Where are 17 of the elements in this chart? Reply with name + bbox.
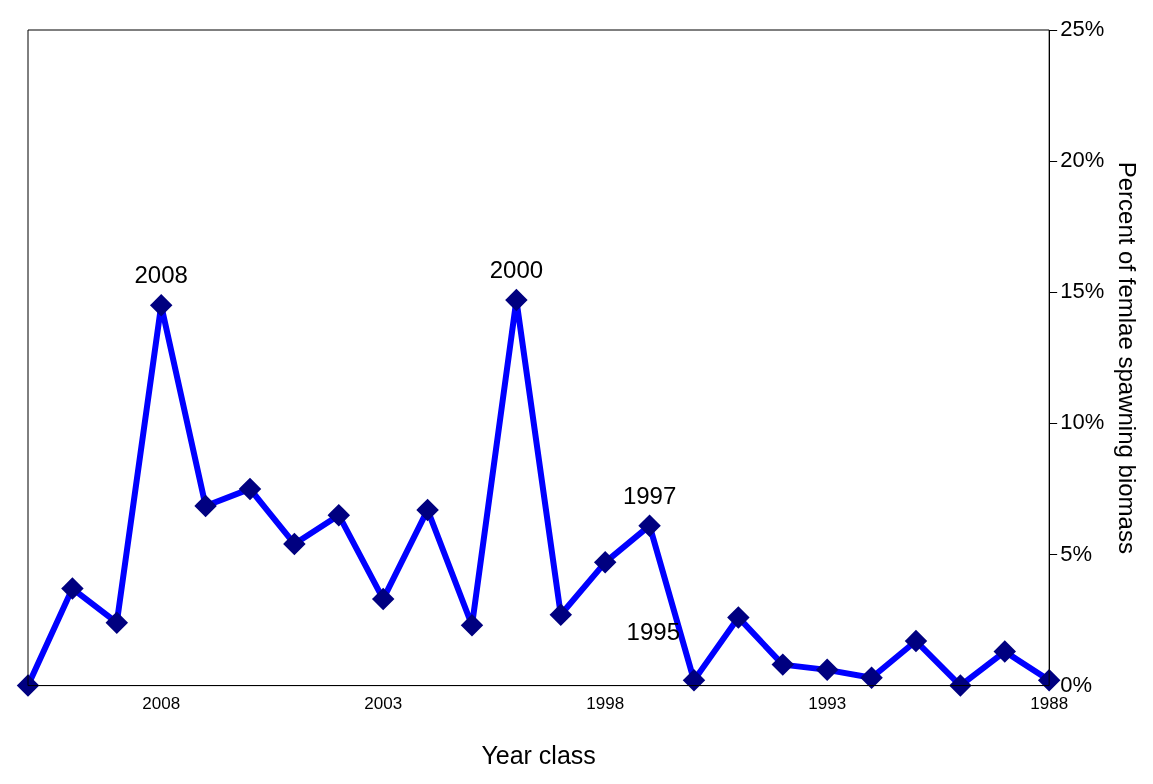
x-tick-label: 2003 [364, 694, 403, 714]
x-tick-label: 1988 [1030, 694, 1069, 714]
x-tick-label: 1998 [586, 694, 625, 714]
x-tick-label: 2008 [142, 694, 181, 714]
annotation: 2000 [489, 256, 544, 284]
annotation: 1997 [622, 481, 677, 509]
annotation: 1995 [626, 618, 680, 646]
x-tick-label: 1993 [808, 694, 847, 714]
y-tick-label: 25% [1060, 16, 1105, 42]
x-axis-title: Year class [481, 740, 596, 769]
y-tick-label: 15% [1060, 278, 1105, 304]
annotation: 2008 [134, 261, 188, 289]
y-tick-label: 0% [1060, 671, 1092, 697]
y-tick-label: 20% [1060, 147, 1105, 173]
y-axis-title: Percent of femlae spawning biomass [1113, 161, 1141, 554]
y-tick-label: 5% [1060, 540, 1092, 566]
y-tick-label: 10% [1060, 409, 1105, 435]
